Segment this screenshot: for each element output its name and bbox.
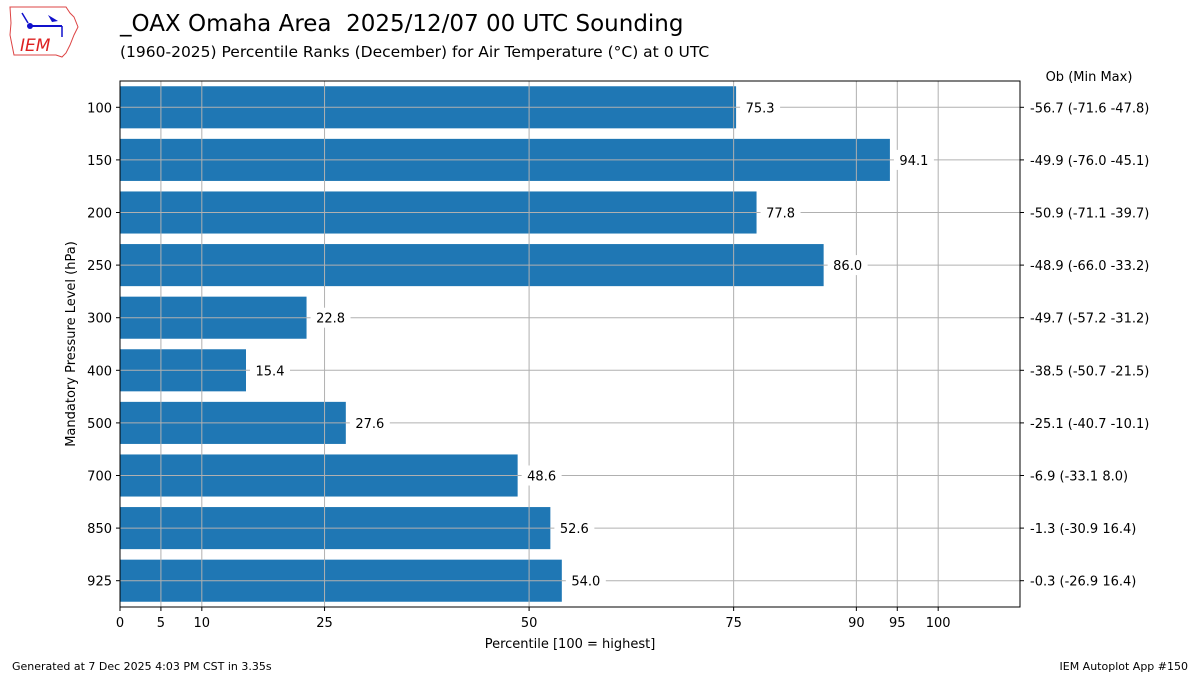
right-y-label: -49.9 (-76.0 -45.1) — [1030, 154, 1149, 169]
y-tick-label: 400 — [87, 364, 112, 379]
plot-frame — [119, 80, 1021, 608]
x-tick-label: 10 — [194, 616, 211, 631]
y-tick-label: 100 — [87, 101, 112, 116]
chart-subtitle: (1960-2025) Percentile Ranks (December) … — [120, 43, 710, 61]
value-label-box — [893, 149, 934, 170]
x-tick-label: 50 — [521, 616, 538, 631]
y-tick-label: 700 — [87, 470, 112, 485]
right-y-label: -1.3 (-30.9 16.4) — [1030, 522, 1136, 537]
value-label-box — [521, 465, 562, 486]
value-label: 94.1 — [899, 154, 928, 169]
x-tick-label: 0 — [116, 616, 124, 631]
value-label: 27.6 — [355, 417, 384, 432]
right-y-label: -50.9 (-71.1 -39.7) — [1030, 207, 1149, 222]
right-y-label: -0.3 (-26.9 16.4) — [1030, 575, 1136, 590]
value-label-box — [827, 255, 868, 276]
value-label-box — [310, 307, 351, 328]
x-tick-label: 25 — [316, 616, 333, 631]
right-y-label: -48.9 (-66.0 -33.2) — [1030, 259, 1149, 274]
x-tick-label: 90 — [848, 616, 865, 631]
value-label: 75.3 — [746, 101, 775, 116]
value-label: 22.8 — [316, 312, 345, 327]
y-tick-label: 200 — [87, 207, 112, 222]
y-tick-label: 300 — [87, 312, 112, 327]
x-tick-label: 75 — [725, 616, 742, 631]
right-y-label: -25.1 (-40.7 -10.1) — [1030, 417, 1149, 432]
right-axis-header: Ob (Min Max) — [1046, 70, 1133, 85]
y-tick-label: 850 — [87, 522, 112, 537]
y-tick-label: 250 — [87, 259, 112, 274]
svg-text:IEM: IEM — [20, 36, 51, 56]
y-tick-label: 925 — [87, 575, 112, 590]
right-y-label: -38.5 (-50.7 -21.5) — [1030, 364, 1149, 379]
value-label-box — [565, 570, 606, 591]
iem-logo: IEM — [9, 6, 79, 58]
footer-app: IEM Autoplot App #150 — [1059, 660, 1189, 673]
value-label: 77.8 — [766, 207, 795, 222]
value-label: 15.4 — [256, 364, 285, 379]
y-tick-label: 150 — [87, 154, 112, 169]
value-label-box — [760, 202, 801, 223]
value-label-box — [349, 412, 390, 433]
value-label: 86.0 — [833, 259, 862, 274]
footer-generated: Generated at 7 Dec 2025 4:03 PM CST in 3… — [12, 660, 272, 673]
value-label: 48.6 — [527, 470, 556, 485]
right-y-label: -49.7 (-57.2 -31.2) — [1030, 312, 1149, 327]
y-axis-label: Mandatory Pressure Level (hPa) — [64, 241, 79, 447]
x-tick-label: 5 — [157, 616, 165, 631]
value-label-box — [554, 518, 595, 539]
right-y-label: -6.9 (-33.1 8.0) — [1030, 470, 1128, 485]
value-label-box — [740, 97, 781, 118]
x-tick-label: 95 — [889, 616, 906, 631]
value-label: 52.6 — [560, 522, 589, 537]
x-tick-label: 100 — [926, 616, 951, 631]
y-tick-label: 500 — [87, 417, 112, 432]
value-label: 54.0 — [571, 575, 600, 590]
x-axis-label: Percentile [100 = highest] — [485, 637, 656, 652]
chart-title: _OAX Omaha Area 2025/12/07 00 UTC Soundi… — [120, 11, 684, 37]
right-y-label: -56.7 (-71.6 -47.8) — [1030, 101, 1149, 116]
value-label-box — [250, 360, 290, 381]
